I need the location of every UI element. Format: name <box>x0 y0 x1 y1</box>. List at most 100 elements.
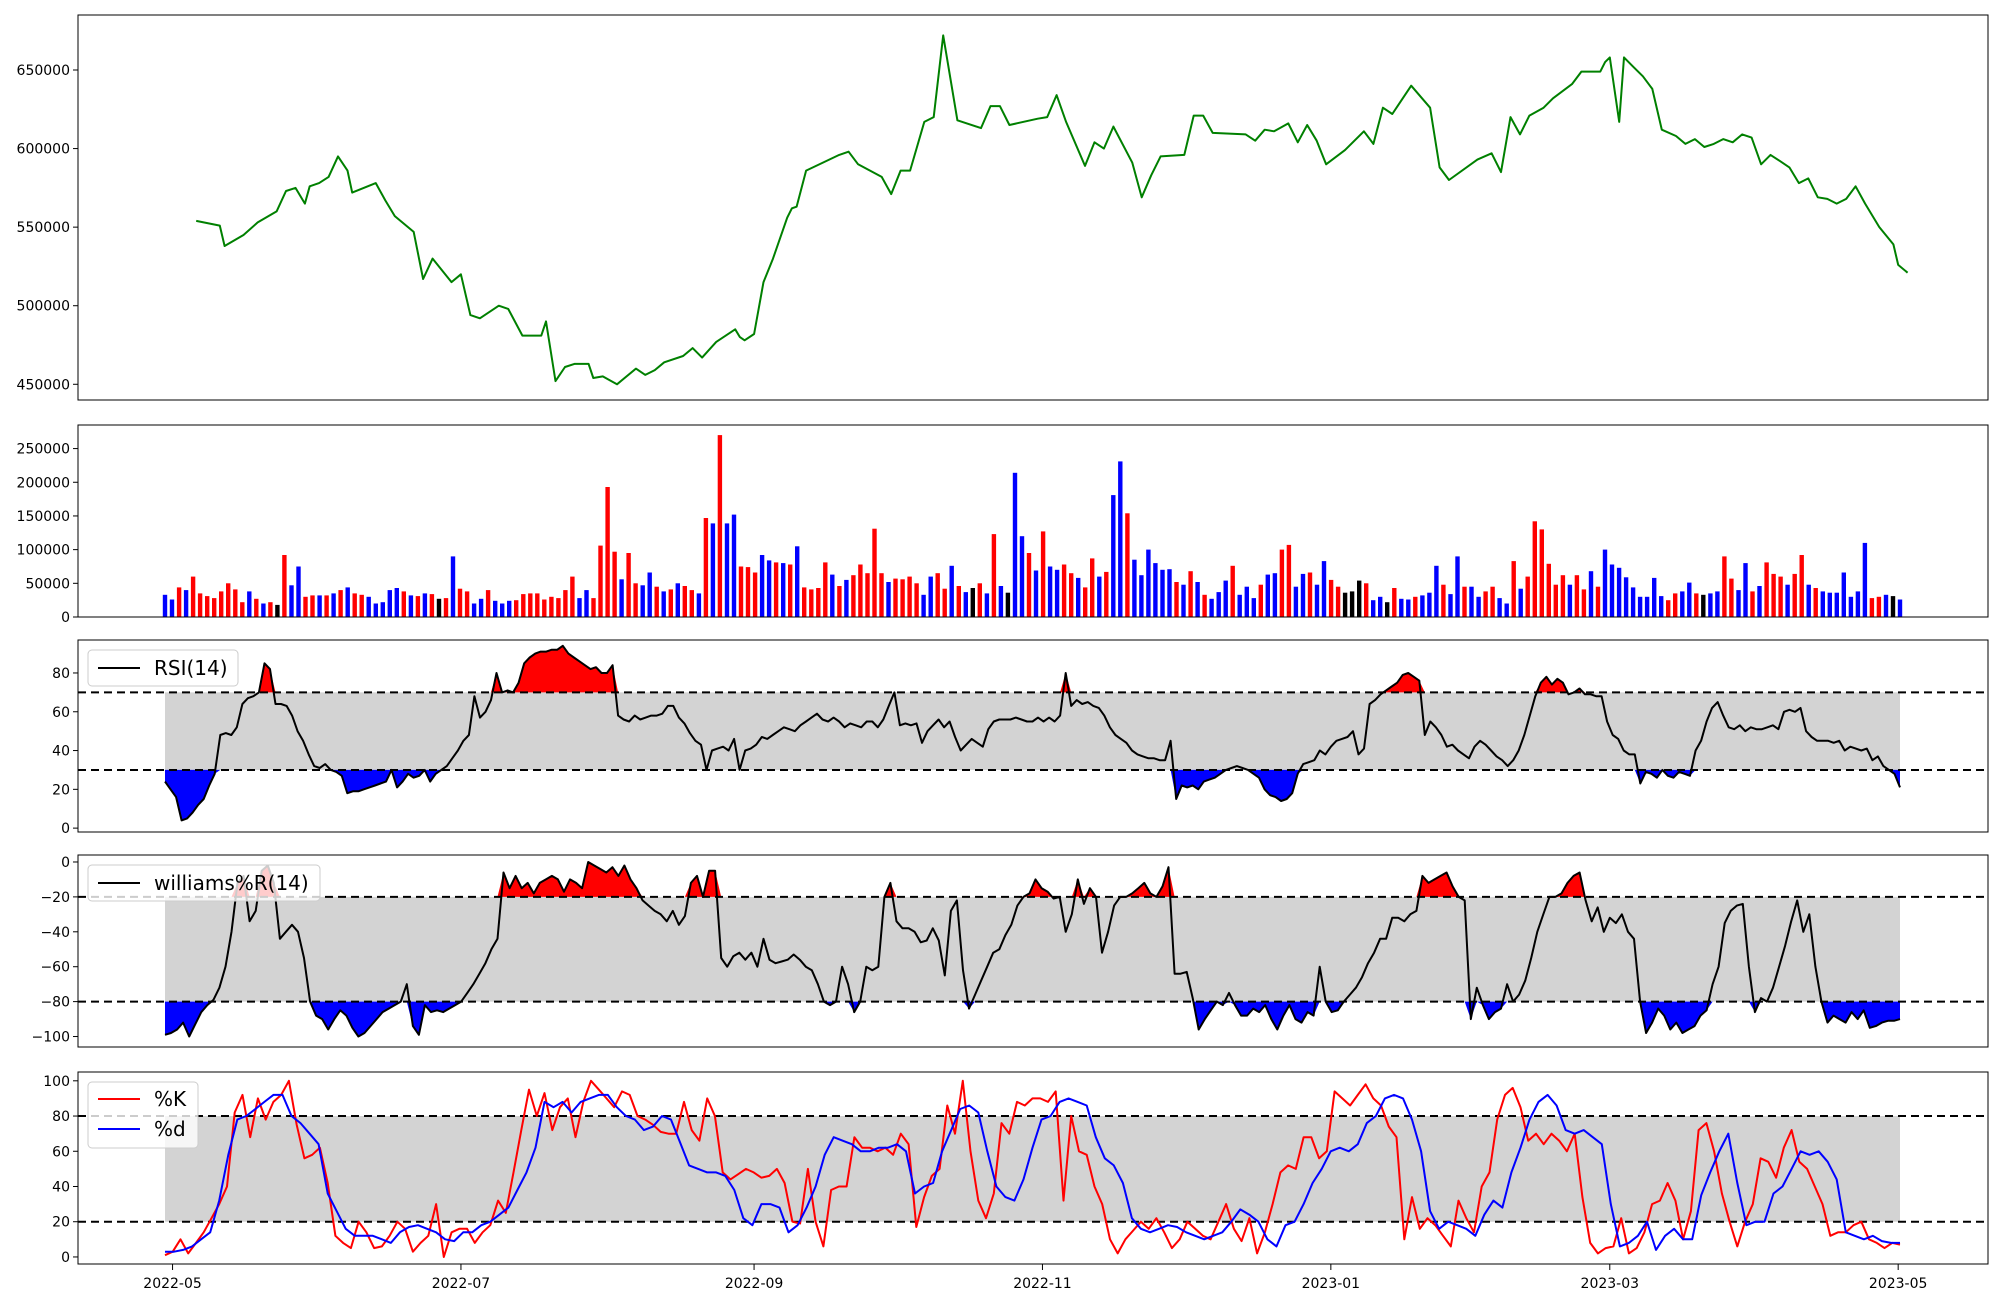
volume-bar <box>1441 584 1446 617</box>
indicator-line <box>164 644 1901 822</box>
price-panel: 450000 500000 550000 600000 650000 <box>17 14 1989 401</box>
overbought-fill <box>165 862 1900 897</box>
volume-bar <box>1483 591 1488 617</box>
volume-bar <box>1708 593 1713 617</box>
volume-bar <box>942 588 947 617</box>
x-tick-label: 2023-03 <box>1581 1276 1640 1292</box>
x-tick-label: 2023-05 <box>1869 1276 1928 1292</box>
volume-bar <box>949 565 954 617</box>
volume-bar <box>478 598 484 617</box>
volume-bar <box>436 598 442 617</box>
stochastic-panel: 0 20 40 60 80 100 2022-05 2022-07 2022-09 2022-1… <box>43 1071 1989 1292</box>
volume-bar <box>830 574 835 617</box>
threshold-band <box>165 692 1900 770</box>
volume-bar <box>1385 602 1390 617</box>
volume-bar <box>1399 598 1404 617</box>
volume-bar <box>1132 559 1137 617</box>
volume-bar <box>1637 596 1643 617</box>
volume-bar <box>1652 577 1657 617</box>
volume-bar <box>1778 576 1783 617</box>
volume-bar <box>900 579 905 617</box>
volume-bar <box>1223 580 1228 617</box>
volume-bar <box>1202 594 1207 617</box>
volume-bar <box>310 595 315 617</box>
volume-bar <box>1743 563 1748 617</box>
volume-bar <box>1195 582 1200 617</box>
x-tick-label: 2023-01 <box>1302 1276 1361 1292</box>
volume-bar <box>928 576 933 617</box>
volume-bar <box>619 579 624 617</box>
volume-bar <box>1342 592 1348 617</box>
volume-bar <box>795 546 800 617</box>
volume-bar <box>823 562 828 617</box>
volume-bar <box>1574 575 1580 617</box>
volume-bar <box>1076 577 1081 617</box>
x-tick-label: 2022-09 <box>725 1276 784 1292</box>
volume-bar <box>282 555 287 617</box>
volume-bar <box>640 585 645 617</box>
y-tick-label: 60 <box>52 705 70 721</box>
volume-bar <box>570 576 575 617</box>
x-tick-label: 2022-07 <box>432 1276 491 1292</box>
volume-bar <box>303 596 308 617</box>
volume-bar <box>1364 583 1369 617</box>
volume-bar <box>837 586 842 617</box>
volume-bar <box>914 583 919 617</box>
volume-bar <box>1806 584 1811 617</box>
volume-bar <box>471 603 477 617</box>
volume-bar <box>893 578 898 617</box>
volume-bar <box>162 594 168 617</box>
volume-bar <box>1841 572 1846 617</box>
stochastic-axes-frame <box>77 1071 1989 1265</box>
volume-bar <box>781 563 786 617</box>
williams-panel: 0 −20 −40 −60 −80 −100 williams%R(14) <box>32 854 1989 1048</box>
volume-bar <box>591 598 596 617</box>
volume-bar <box>1771 573 1776 617</box>
volume-bar <box>556 598 561 617</box>
volume-bar <box>1694 593 1699 617</box>
volume-bar <box>380 602 385 617</box>
volume-bar <box>485 590 491 617</box>
volume-bar <box>1560 575 1566 617</box>
y-tick-label: −40 <box>40 925 70 941</box>
volume-bar <box>1623 577 1629 617</box>
volume-bar <box>401 591 406 617</box>
volume-bar <box>1237 594 1242 617</box>
volume-bar <box>907 576 912 617</box>
volume-bar <box>1476 596 1481 617</box>
volume-bar <box>1258 584 1263 617</box>
threshold-band <box>165 896 1900 1002</box>
volume-bar <box>1047 566 1053 617</box>
y-tick-label: 80 <box>52 666 70 682</box>
volume-bar <box>1188 571 1193 617</box>
volume-bar <box>675 583 680 617</box>
volume-bar <box>1272 573 1278 617</box>
volume-panel: 0 50000 100000 150000 200000 250000 <box>17 424 1989 626</box>
volume-bar <box>1357 580 1362 617</box>
volume-bar <box>1174 582 1179 617</box>
volume-bar <box>1378 596 1383 617</box>
volume-bar <box>668 589 673 617</box>
y-tick-label: 100 <box>43 1074 70 1090</box>
volume-bar <box>1581 589 1587 617</box>
volume-bar <box>977 583 982 617</box>
volume-bar <box>1069 573 1074 617</box>
volume-bar <box>1862 542 1868 617</box>
y-tick-label: 200000 <box>17 475 70 491</box>
volume-bar <box>1848 596 1854 617</box>
volume-bar <box>759 555 765 617</box>
volume-bar <box>745 567 751 617</box>
volume-bar <box>275 604 280 617</box>
volume-bar <box>1118 461 1123 617</box>
volume-bar <box>788 564 793 617</box>
volume-bar <box>696 593 702 617</box>
volume-bar <box>1216 592 1221 617</box>
volume-bar <box>514 600 519 617</box>
volume-bar <box>345 587 350 617</box>
rsi-panel: 0 20 40 60 80 RSI(14) <box>52 639 1989 837</box>
volume-bar <box>464 591 470 617</box>
y-tick-label: −100 <box>32 1030 70 1046</box>
volume-bar <box>1876 596 1882 617</box>
stochastic-legend: %K %d <box>87 1081 199 1149</box>
x-tick-label: 2022-11 <box>1013 1276 1072 1292</box>
